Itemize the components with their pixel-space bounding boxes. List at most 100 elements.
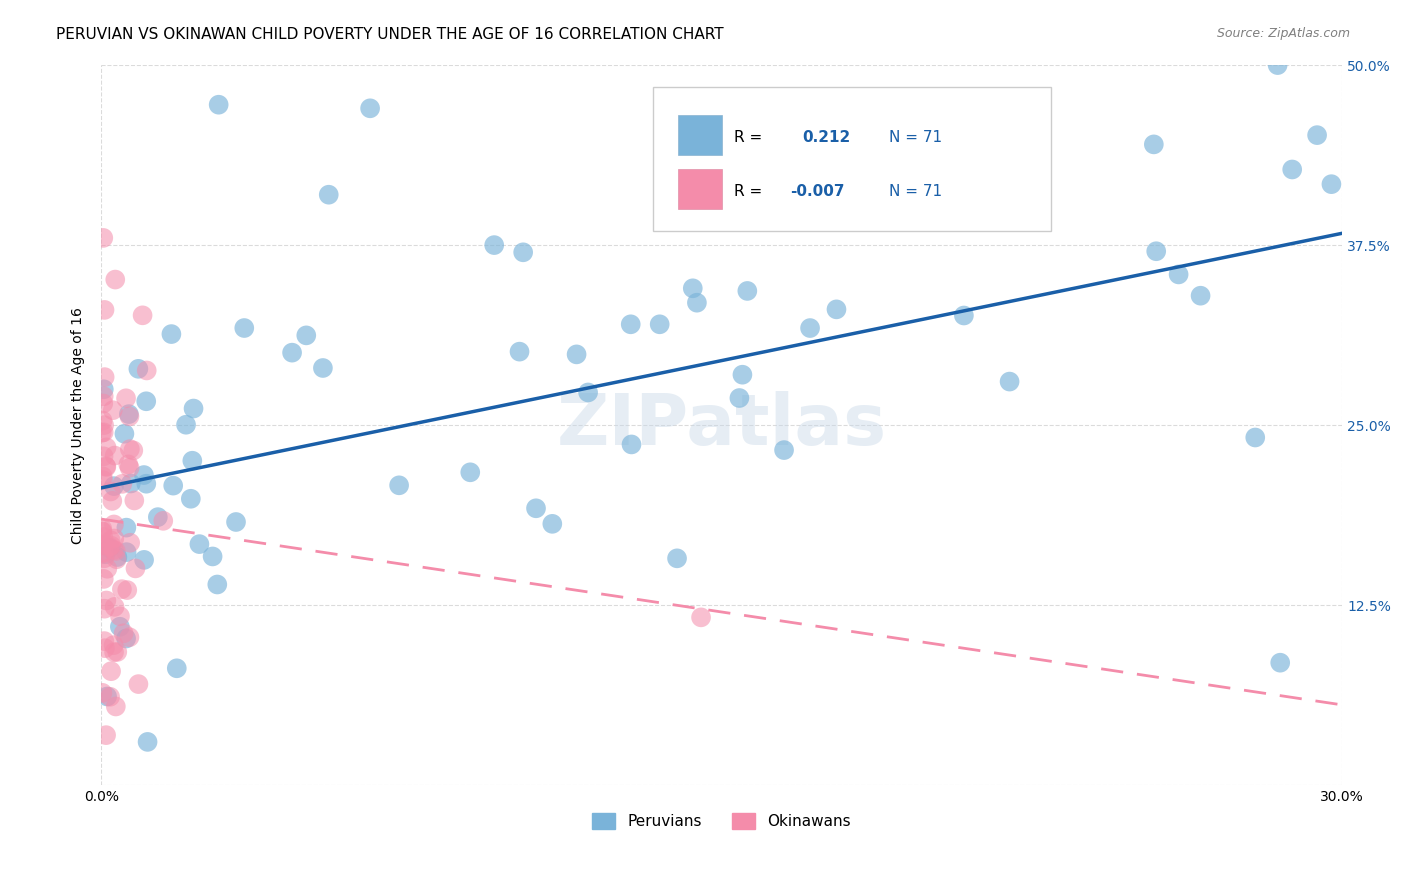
Point <box>93 530 115 544</box>
Point <box>118 460 141 475</box>
Point <box>1143 137 1166 152</box>
Point <box>112 426 135 441</box>
Point <box>124 493 146 508</box>
Point <box>953 309 976 323</box>
Point <box>98 541 121 555</box>
Text: ZIPatlas: ZIPatlas <box>557 391 887 459</box>
Point <box>94 459 117 474</box>
Point <box>135 476 157 491</box>
Point <box>728 391 751 405</box>
Point <box>1281 162 1303 177</box>
Point <box>132 553 155 567</box>
Point <box>96 459 118 474</box>
Point <box>799 321 821 335</box>
Point <box>101 403 124 417</box>
Point <box>120 535 142 549</box>
Point <box>208 97 231 112</box>
Point <box>91 473 114 487</box>
Point <box>93 425 115 440</box>
Point <box>94 641 117 656</box>
Point <box>122 443 145 458</box>
Point <box>318 187 340 202</box>
Point <box>91 231 114 245</box>
Point <box>512 245 534 260</box>
Point <box>124 561 146 575</box>
Point <box>127 361 149 376</box>
Point <box>103 638 125 652</box>
Point <box>160 327 183 342</box>
Point <box>174 417 197 432</box>
Point <box>111 476 134 491</box>
Point <box>225 515 247 529</box>
Point <box>94 547 117 561</box>
Point <box>103 543 125 558</box>
Point <box>91 524 114 539</box>
Point <box>96 562 118 576</box>
Text: Source: ZipAtlas.com: Source: ZipAtlas.com <box>1216 27 1350 40</box>
Point <box>648 318 671 332</box>
Point <box>188 537 211 551</box>
Point <box>576 385 599 400</box>
Point <box>825 302 848 317</box>
Point <box>93 450 115 464</box>
Point <box>1267 58 1289 72</box>
Point <box>103 479 125 493</box>
Legend: Peruvians, Okinawans: Peruvians, Okinawans <box>586 807 858 835</box>
Point <box>93 302 115 317</box>
Point <box>1270 656 1292 670</box>
Point <box>620 437 643 451</box>
FancyBboxPatch shape <box>678 115 721 155</box>
Point <box>120 476 142 491</box>
Point <box>93 551 115 566</box>
Point <box>115 545 138 559</box>
Point <box>509 344 531 359</box>
Point <box>90 547 112 561</box>
Point <box>152 514 174 528</box>
Point <box>620 318 643 332</box>
Point <box>1320 177 1343 191</box>
Point <box>93 572 115 586</box>
Point <box>773 443 796 458</box>
Point <box>541 516 564 531</box>
Point <box>108 609 131 624</box>
Y-axis label: Child Poverty Under the Age of 16: Child Poverty Under the Age of 16 <box>72 307 86 543</box>
Point <box>1244 430 1267 444</box>
Point <box>682 281 704 295</box>
Point <box>565 347 588 361</box>
Point <box>388 478 411 492</box>
Point <box>100 533 122 548</box>
Point <box>524 501 547 516</box>
Point <box>104 599 127 614</box>
Point <box>90 425 112 440</box>
Point <box>484 238 506 252</box>
Point <box>100 664 122 678</box>
Point <box>117 458 139 472</box>
Point <box>166 661 188 675</box>
Point <box>103 532 125 546</box>
Point <box>105 552 128 566</box>
FancyBboxPatch shape <box>678 169 721 209</box>
Point <box>136 735 159 749</box>
Point <box>162 478 184 492</box>
Text: N = 71: N = 71 <box>889 184 942 199</box>
Point <box>686 295 709 310</box>
Point <box>91 414 114 428</box>
Point <box>100 484 122 499</box>
Text: 0.212: 0.212 <box>803 129 851 145</box>
Point <box>132 468 155 483</box>
Point <box>183 401 205 416</box>
Point <box>96 593 118 607</box>
Point <box>1189 288 1212 302</box>
Point <box>93 389 115 403</box>
Point <box>666 551 689 566</box>
Point <box>105 549 128 564</box>
Point <box>127 677 149 691</box>
Point <box>98 690 121 704</box>
Point <box>93 601 115 615</box>
Point <box>91 686 114 700</box>
Point <box>233 321 256 335</box>
Point <box>93 634 115 648</box>
Point <box>104 699 127 714</box>
Point <box>93 418 115 433</box>
Point <box>108 620 131 634</box>
